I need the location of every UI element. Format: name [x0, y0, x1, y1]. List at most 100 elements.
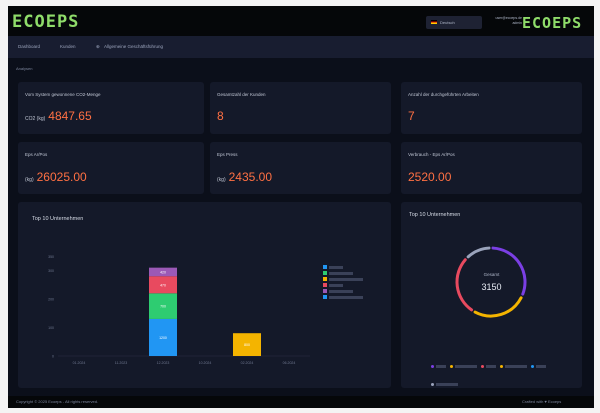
bar-data-label: 800 [244, 343, 250, 347]
user-email: user@ecoeps.de [495, 16, 522, 20]
donut-legend-item[interactable] [500, 364, 527, 368]
kpi-value: 8 [217, 109, 224, 123]
top-bar: ECOEPS Deutsch user@ecoeps.de admin ECOE… [8, 6, 594, 36]
kpi-unit: (kg) [217, 177, 226, 183]
donut-slice[interactable] [466, 246, 491, 259]
legend-swatch [323, 271, 327, 276]
donut-chart-panel: Top 10 Unternehmen Gesamt 3150 [401, 202, 582, 388]
bar-segment[interactable] [149, 267, 177, 277]
legend-label-blurred [505, 364, 527, 368]
legend-item[interactable] [323, 295, 363, 300]
dashboard-frame: ECOEPS Deutsch user@ecoeps.de admin ECOE… [8, 6, 594, 408]
legend-label-blurred [329, 271, 353, 275]
bar-segment[interactable] [149, 293, 177, 319]
legend-label-blurred [329, 289, 353, 293]
kpi-label: Eps Ar/Pos [25, 152, 48, 157]
legend-item[interactable] [323, 271, 353, 276]
donut-chart [455, 246, 527, 318]
legend-dot [531, 364, 534, 368]
legend-dot [481, 364, 484, 368]
x-tick-label: 12.2023 [157, 361, 170, 365]
kpi-label: Eps Press [217, 152, 238, 157]
kpi-value: 4847.65 [48, 109, 92, 123]
y-tick-label: 200 [48, 298, 54, 302]
donut-center-label: Gesamt [483, 272, 500, 277]
bar-chart-title: Top 10 Unternehmen [32, 216, 84, 222]
donut-legend-item[interactable] [431, 364, 446, 368]
legend-dot [500, 364, 503, 368]
legend-item[interactable] [323, 277, 363, 282]
legend-swatch [323, 289, 327, 294]
legend-label-blurred [329, 295, 363, 299]
legend-label-blurred [455, 364, 477, 368]
nav-grid-icon: ⊕ [96, 44, 100, 49]
x-tick-label: 11.2023 [115, 361, 127, 365]
bar-data-label: 700 [160, 305, 166, 309]
nav-item-kunden[interactable]: Kunden [60, 44, 76, 49]
donut-legend-item[interactable] [431, 382, 458, 386]
legend-label-blurred [436, 364, 446, 368]
legend-dot [450, 364, 453, 368]
x-tick-label: 10.2024 [199, 361, 212, 365]
kpi-unit: CO2 (kg) [25, 116, 46, 122]
kpi-value: 2520.00 [408, 170, 452, 184]
kpi-value: 26025.00 [36, 170, 87, 184]
y-tick-label: 300 [48, 269, 54, 273]
legend-swatch [323, 283, 327, 288]
legend-item[interactable] [323, 265, 343, 270]
kpi-card-jobs: Anzahl der durchgeführten Arbeiten 7 [401, 82, 582, 134]
donut-chart-legend [431, 354, 561, 390]
donut-legend-item[interactable] [481, 364, 496, 368]
logo[interactable]: ECOEPS [12, 12, 80, 32]
user-role: admin [512, 21, 522, 25]
y-tick-label: 350 [48, 255, 54, 259]
kpi-label: Verbrauch - Eps Ar/Pos [408, 152, 455, 157]
bar-chart: 0 100 200 300 350 01.2024 11.2023 12.2023 1200 70… [48, 255, 310, 365]
y-tick-label: 100 [48, 326, 54, 330]
bar-segment[interactable] [149, 276, 177, 294]
kpi-label: Anzahl der durchgeführten Arbeiten [408, 92, 479, 97]
donut-center-value: 3150 [481, 282, 502, 292]
bar-data-label: 420 [160, 270, 166, 274]
bar-segment[interactable] [233, 333, 261, 356]
donut-legend-item[interactable] [450, 364, 477, 368]
footer-credit: Crafted with ♥ Ecoeps [522, 399, 562, 404]
nav-item-dashboard[interactable]: Dashboard [18, 44, 41, 49]
user-info[interactable]: user@ecoeps.de admin [484, 16, 522, 26]
legend-item[interactable] [323, 283, 343, 288]
legend-swatch [323, 295, 327, 300]
bar-chart-panel: Top 10 Unternehmen 0 100 200 300 350 01.2024 1… [18, 202, 391, 388]
legend-label-blurred [329, 265, 343, 269]
kpi-value: 2435.00 [228, 170, 273, 184]
legend-swatch [323, 277, 327, 282]
donut-slice[interactable] [473, 296, 523, 318]
legend-item[interactable] [323, 289, 353, 294]
legend-label-blurred [329, 283, 343, 287]
y-tick-label: 0 [52, 355, 54, 359]
footer-copyright: Copyright © 2025 Ecoeps - All rights res… [16, 399, 99, 404]
x-tick-label: 02.2024 [241, 361, 254, 365]
donut-slice[interactable] [455, 258, 474, 312]
breadcrumb: Analysen [16, 66, 33, 71]
kpi-card-eps-press: Eps Press (kg) 2435.00 [210, 142, 391, 194]
language-selector[interactable]: Deutsch [426, 16, 482, 29]
kpi-value: 7 [408, 109, 415, 123]
bar-segment[interactable] [149, 318, 177, 356]
legend-label-blurred [486, 364, 496, 368]
donut-slice[interactable] [491, 246, 527, 296]
kpi-card-consumption: Verbrauch - Eps Ar/Pos 2520.00 [401, 142, 582, 194]
x-tick-label: 01.2024 [73, 361, 86, 365]
legend-dot [431, 382, 434, 386]
footer: Copyright © 2025 Ecoeps - All rights res… [8, 396, 594, 408]
legend-label-blurred [536, 364, 546, 368]
donut-chart-title: Top 10 Unternehmen [409, 212, 461, 218]
kpi-label: Gesamtzahl der Kunden [217, 92, 266, 97]
x-tick-label: 06.2024 [283, 361, 296, 365]
donut-legend-item[interactable] [531, 364, 546, 368]
kpi-unit: (kg) [25, 177, 34, 183]
bar-data-label: 1200 [159, 336, 167, 340]
flag-de-icon [431, 20, 437, 24]
kpi-card-eps-arpos: Eps Ar/Pos (kg) 26025.00 [18, 142, 204, 194]
nav-item-management[interactable]: Allgemeine Geschäftsführung [104, 44, 164, 49]
kpi-card-co2: Vom System gewonnene CO2-Menge CO2 (kg) 4… [18, 82, 204, 134]
